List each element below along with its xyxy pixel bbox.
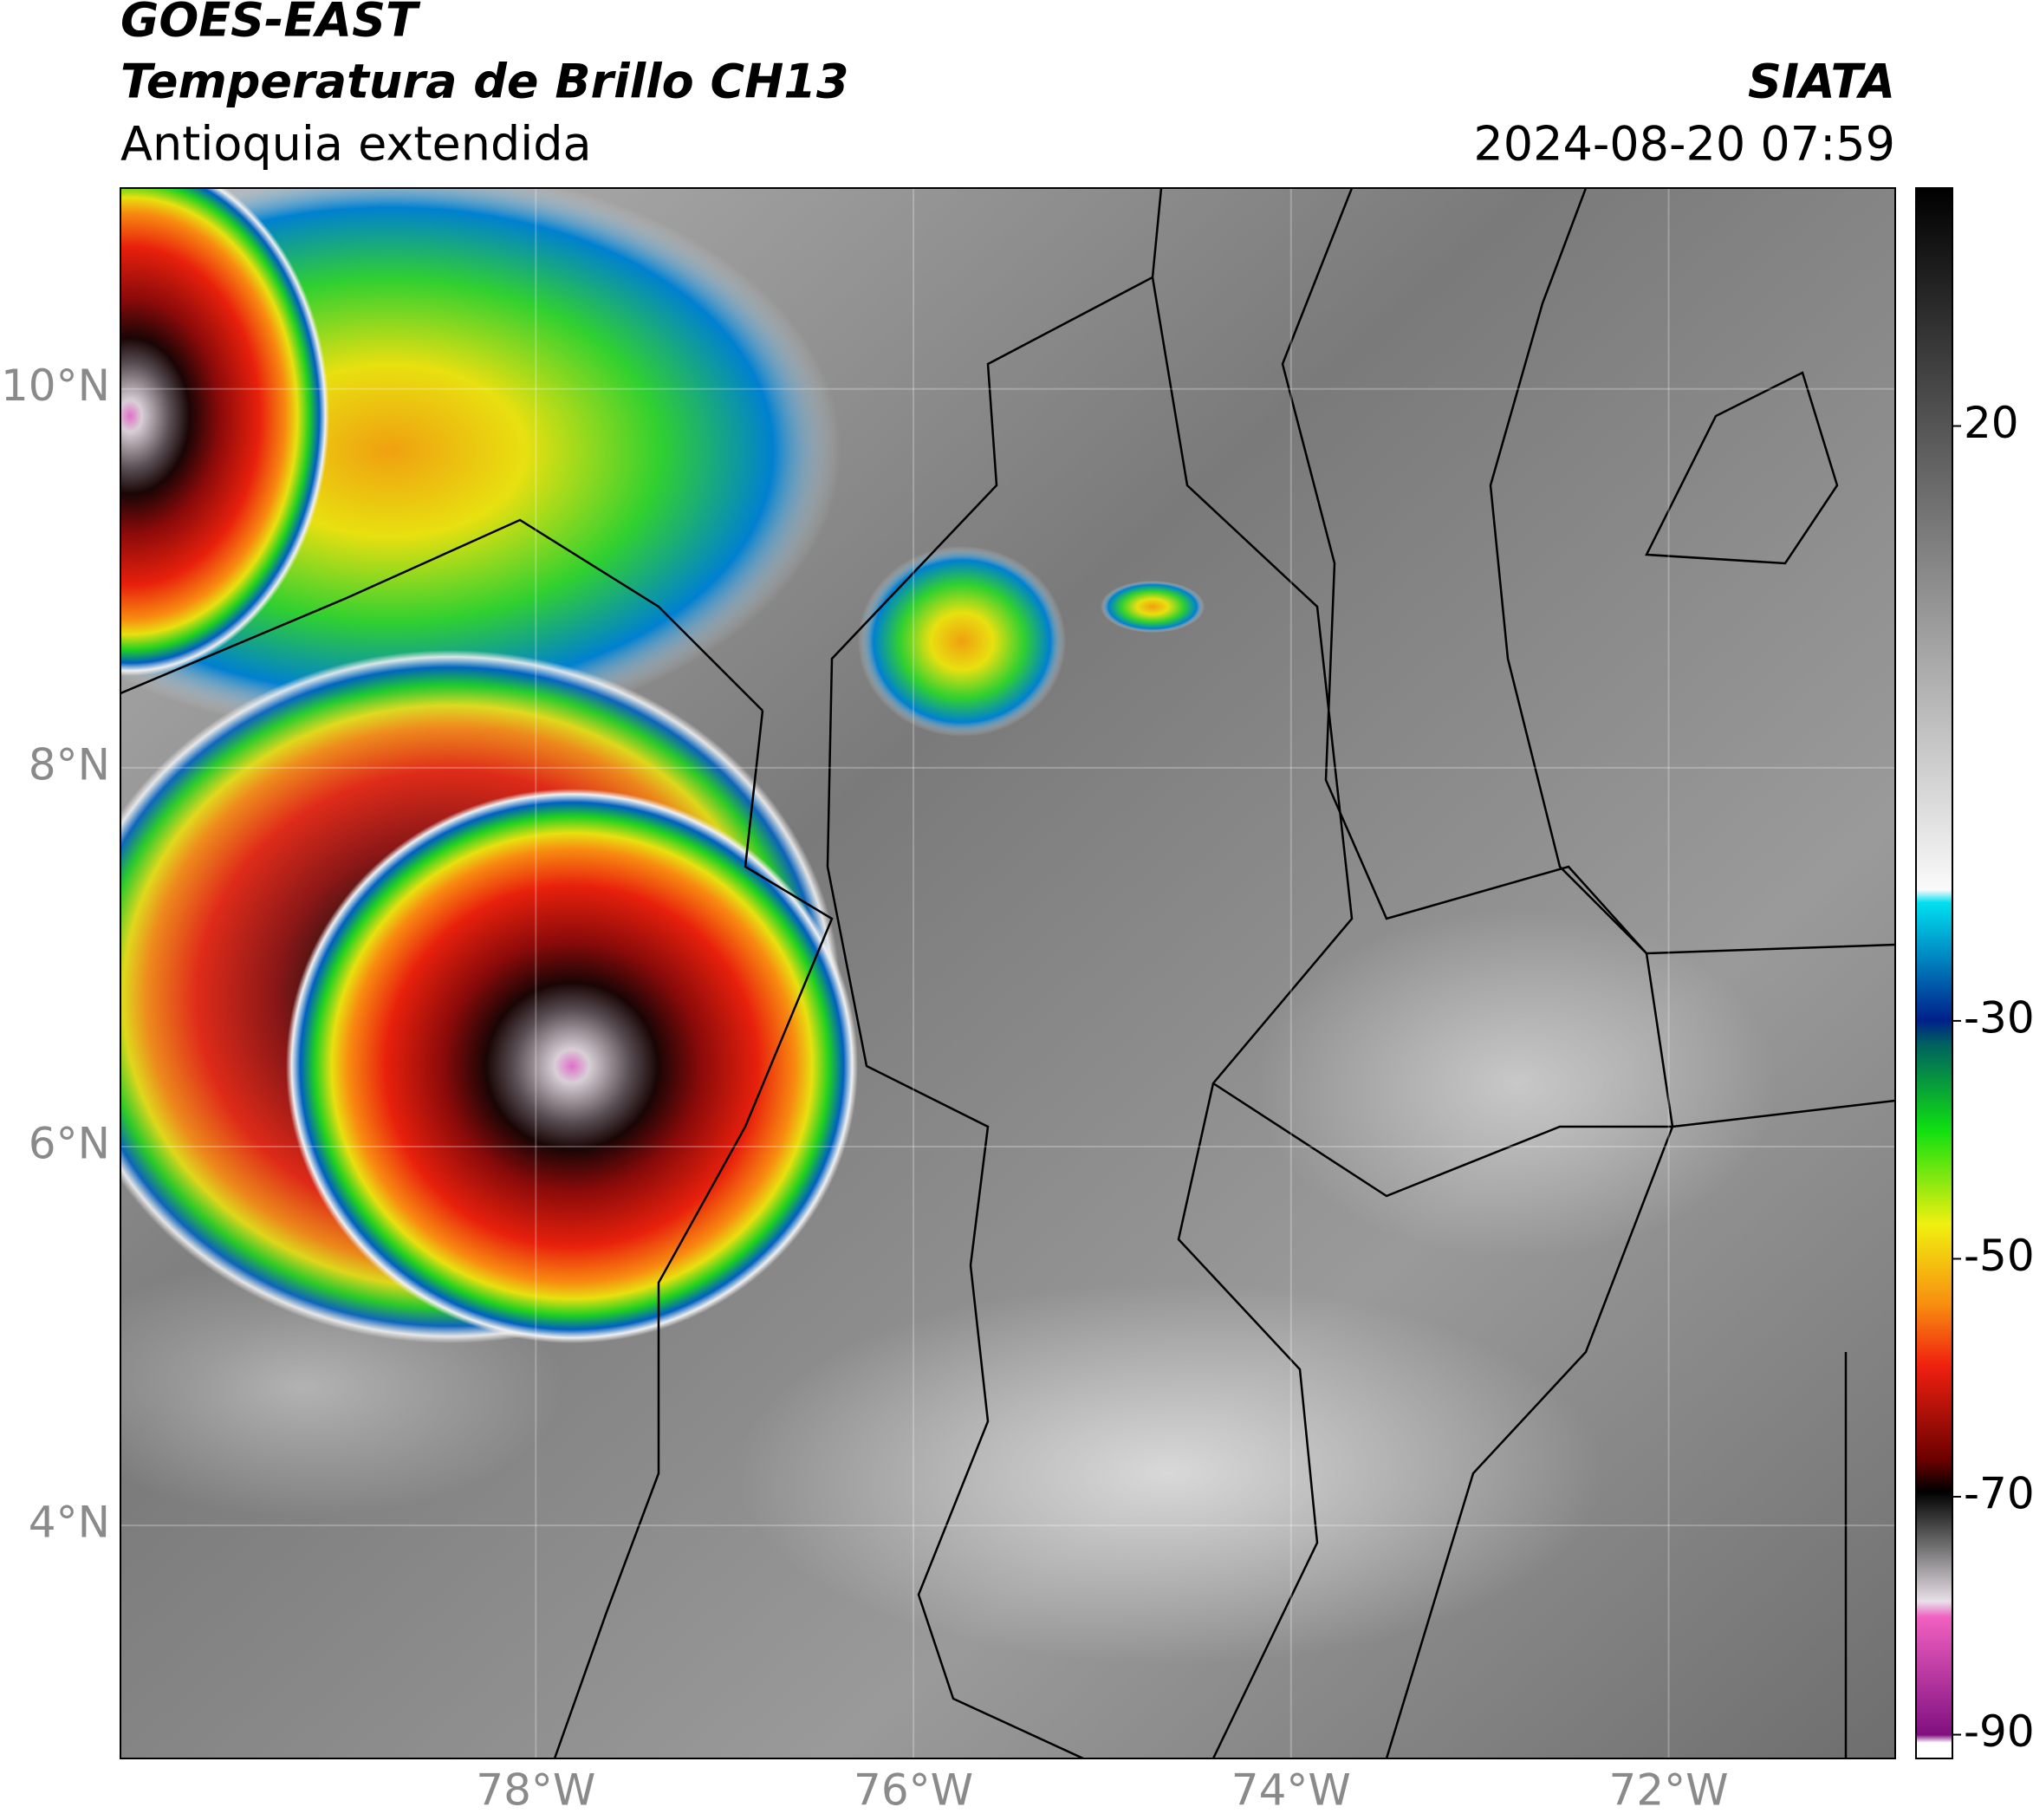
grid [120,188,1895,1758]
colorbar [1915,187,1953,1759]
colorbar-tick-label: -30 [1964,992,2033,1043]
storm-cell [858,546,1066,737]
title: GOES-EAST [120,0,421,48]
x-tick-label: 72°W [1609,1765,1729,1816]
y-tick-label: 6°N [29,1118,110,1168]
cloud [1257,910,1776,1257]
x-tick-label: 74°W [1231,1765,1351,1816]
cloud [737,1283,1603,1664]
colorbar-tick-label: -50 [1964,1231,2033,1281]
colorbar-tick-label: 20 [1964,398,2019,448]
x-tick-label: 76°W [854,1765,973,1816]
y-tick-label: 8°N [29,739,110,790]
storm-cell [1101,581,1205,633]
subtitle: Temperatura de Brillo CH13 [120,55,849,109]
colorbar-tick-label: -70 [1964,1469,2033,1519]
y-tick-label: 4°N [29,1498,110,1548]
y-tick-label: 10°N [1,361,110,411]
colorbar-tick-label: -90 [1964,1706,2033,1757]
datetime: 2024-08-20 07:59 [1473,117,1895,172]
borders [120,188,1895,1758]
source: SIATA [1748,55,1895,109]
x-tick-label: 78°W [476,1765,595,1816]
storm-cell [120,188,329,676]
satellite-image [120,188,1895,1758]
region: Antioquia extendida [120,117,592,172]
plot-frame [120,187,1896,1759]
storm-core [286,789,858,1343]
